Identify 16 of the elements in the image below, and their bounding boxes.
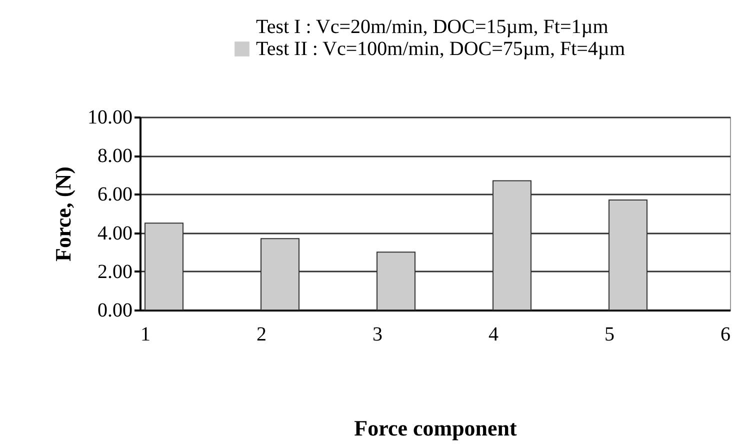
y-tick-label: 10.00 — [88, 106, 132, 128]
x-tick-label: 2 — [256, 324, 266, 346]
y-tick-label: 8.00 — [98, 145, 132, 168]
x-tick-label: 5 — [604, 324, 614, 346]
y-axis-title: Force, (N) — [50, 166, 76, 262]
legend-label: Test II : Vc=100m/min, DOC=75µm, Ft=4µm — [256, 38, 626, 60]
x-axis-title: Force component — [354, 416, 518, 440]
y-tick-label: 6.00 — [98, 184, 132, 206]
y-tick-label: 0.00 — [98, 300, 132, 322]
x-tick-label: 1 — [140, 324, 150, 346]
y-tick-label: 2.00 — [98, 260, 132, 283]
x-tick-label: 6 — [720, 324, 730, 346]
y-tick-label: 4.00 — [98, 222, 132, 244]
x-tick-label: 3 — [372, 324, 382, 346]
text: Test I : Vc=20m/min, DOC=15µm, Ft=1µm — [256, 16, 609, 38]
x-tick-label: 4 — [488, 324, 498, 346]
